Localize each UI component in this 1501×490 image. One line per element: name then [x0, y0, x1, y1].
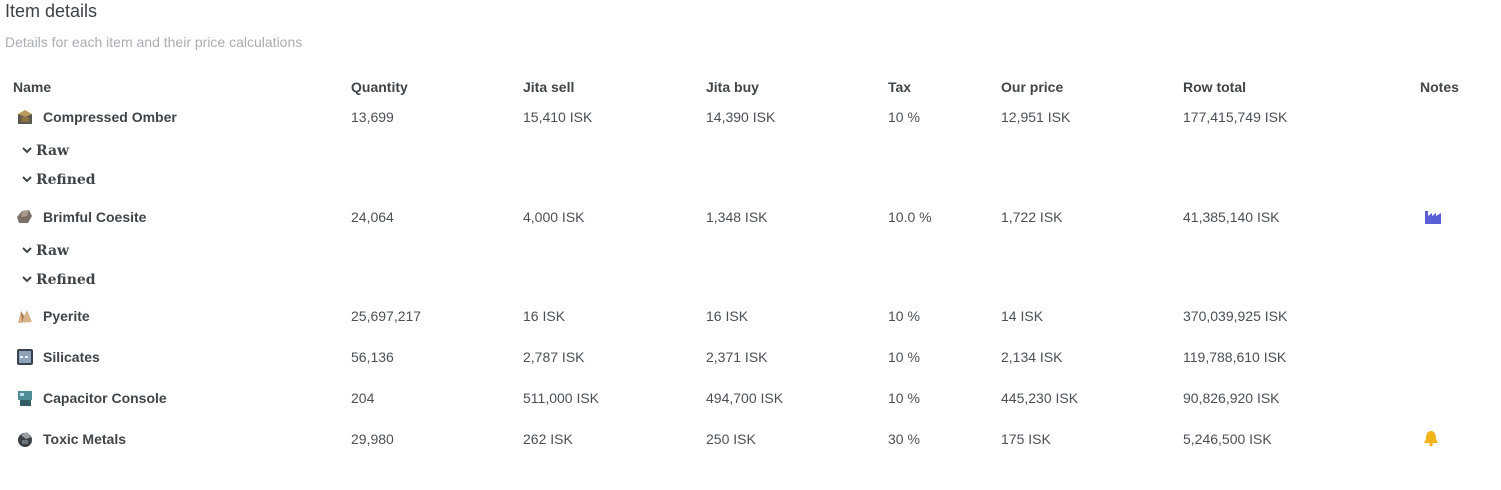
item-our-price: 175 ISK [1001, 431, 1051, 447]
item-row-total: 90,826,920 ISK [1183, 390, 1280, 406]
raw-toggle[interactable]: Raw [0, 142, 300, 160]
item-quantity: 25,697,217 [351, 308, 422, 324]
item-jita-sell: 511,000 ISK [523, 390, 600, 406]
item-our-price: 2,134 ISK [1001, 349, 1063, 365]
item-tax: 10 % [888, 390, 920, 406]
refined-label: Refined [36, 172, 96, 188]
item-jita-buy: 2,371 ISK [706, 349, 768, 365]
item-tax: 10 % [888, 349, 920, 365]
header-row-total[interactable]: Row total [1183, 79, 1246, 95]
item-quantity: 29,980 [351, 431, 394, 447]
item-row-total: 119,788,610 ISK [1183, 349, 1287, 365]
item-our-price: 12,951 ISK [1001, 109, 1071, 125]
chevron-down-icon [22, 247, 32, 254]
table-row: Capacitor Console 204 511,000 ISK 494,70… [0, 387, 1501, 411]
item-name[interactable]: Compressed Omber [43, 109, 177, 125]
item-row-total: 5,246,500 ISK [1183, 431, 1272, 447]
section-title: Item details [5, 1, 98, 21]
header-jita-buy[interactable]: Jita buy [706, 79, 759, 95]
item-quantity: 56,136 [351, 349, 394, 365]
item-name[interactable]: Capacitor Console [43, 390, 167, 406]
item-row-total: 177,415,749 ISK [1183, 109, 1288, 125]
toxic-metals-icon [18, 432, 32, 447]
item-row-total: 370,039,925 ISK [1183, 308, 1288, 324]
item-quantity: 204 [351, 390, 375, 406]
item-row-total: 41,385,140 ISK [1183, 209, 1280, 225]
header-name[interactable]: Name [13, 79, 52, 95]
item-tax: 10 % [888, 109, 920, 125]
table-row: Compressed Omber 13,699 15,410 ISK 14,39… [0, 106, 1501, 130]
pyerite-mineral-icon [18, 310, 32, 323]
chevron-down-icon [22, 176, 32, 183]
item-our-price: 14 ISK [1001, 308, 1044, 324]
item-jita-buy: 1,348 ISK [706, 209, 768, 225]
raw-toggle[interactable]: Raw [0, 242, 300, 260]
item-quantity: 24,064 [351, 209, 394, 225]
item-name[interactable]: Toxic Metals [43, 431, 126, 447]
refined-label: Refined [36, 272, 96, 288]
section-subtitle: Details for each item and their price ca… [5, 34, 303, 50]
raw-label: Raw [36, 243, 70, 259]
item-jita-buy: 494,700 ISK [706, 390, 784, 406]
header-tax[interactable]: Tax [888, 79, 912, 95]
item-jita-sell: 15,410 ISK [523, 109, 593, 125]
table-row: Silicates 56,136 2,787 ISK 2,371 ISK 10 … [0, 346, 1501, 370]
item-tax: 10 % [888, 308, 920, 324]
item-jita-sell: 4,000 ISK [523, 209, 585, 225]
item-name[interactable]: Brimful Coesite [43, 209, 147, 225]
refined-toggle[interactable]: Refined [0, 171, 300, 189]
header-jita-sell[interactable]: Jita sell [523, 79, 575, 95]
item-jita-sell: 2,787 ISK [523, 349, 585, 365]
refined-toggle[interactable]: Refined [0, 271, 300, 289]
item-jita-buy: 16 ISK [706, 308, 749, 324]
header-notes: Notes [1420, 79, 1459, 95]
table-header: Name Quantity Jita sell Jita buy Tax Our… [0, 79, 1501, 97]
capacitor-console-icon [18, 391, 32, 406]
table-row: Pyerite 25,697,217 16 ISK 16 ISK 10 % 14… [0, 305, 1501, 329]
item-jita-sell: 262 ISK [523, 431, 573, 447]
item-jita-buy: 250 ISK [706, 431, 756, 447]
item-tax: 30 % [888, 431, 920, 447]
item-our-price: 1,722 ISK [1001, 209, 1063, 225]
item-quantity: 13,699 [351, 109, 394, 125]
compressed-ore-icon [18, 110, 32, 124]
item-jita-sell: 16 ISK [523, 308, 566, 324]
item-tax: 10.0 % [888, 209, 932, 225]
header-quantity[interactable]: Quantity [351, 79, 408, 95]
item-name[interactable]: Pyerite [43, 308, 90, 324]
raw-label: Raw [36, 143, 70, 159]
factory-icon[interactable] [1424, 207, 1442, 225]
chevron-down-icon [22, 276, 32, 283]
table-row: Brimful Coesite 24,064 4,000 ISK 1,348 I… [0, 206, 1501, 230]
item-name[interactable]: Silicates [43, 349, 100, 365]
item-jita-buy: 14,390 ISK [706, 109, 776, 125]
silicates-icon [17, 349, 33, 365]
header-our-price[interactable]: Our price [1001, 79, 1064, 95]
table-row: Toxic Metals 29,980 262 ISK 250 ISK 30 %… [0, 428, 1501, 452]
item-our-price: 445,230 ISK [1001, 390, 1079, 406]
coesite-ore-icon [17, 210, 32, 223]
chevron-down-icon [22, 147, 32, 154]
bell-icon[interactable] [1422, 429, 1440, 447]
